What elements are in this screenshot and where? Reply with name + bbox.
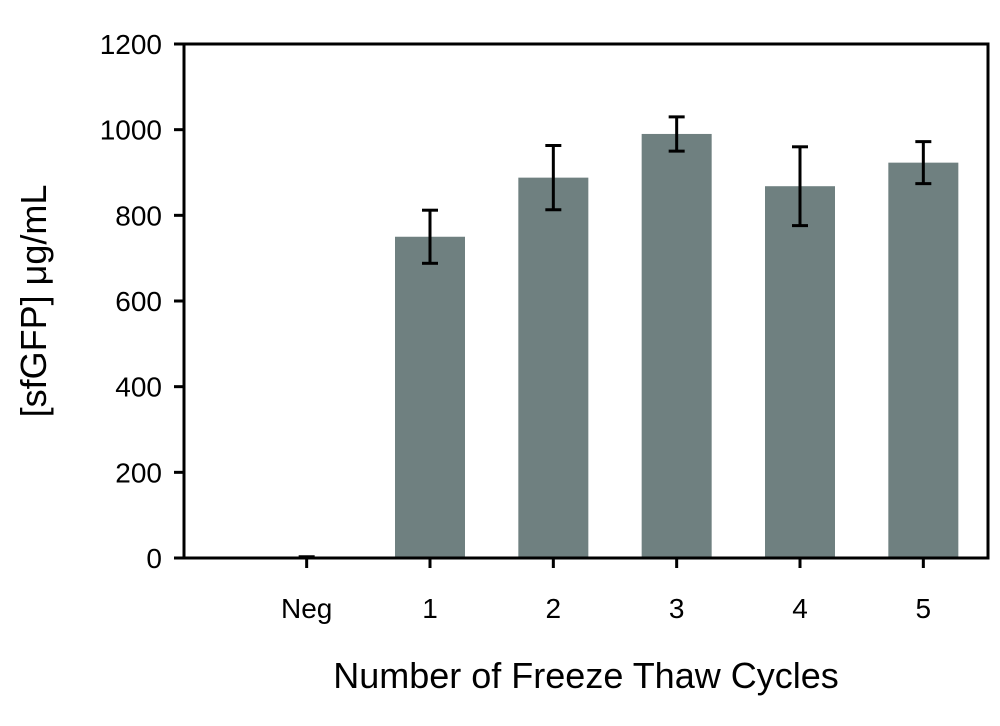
bar-4 bbox=[765, 186, 835, 558]
x-tick-label: 1 bbox=[422, 593, 438, 624]
x-tick-label: 2 bbox=[546, 593, 562, 624]
bar-5 bbox=[888, 162, 959, 559]
error-bar-1 bbox=[422, 208, 438, 265]
x-tick-label: 4 bbox=[792, 593, 808, 624]
y-tick-label: 1200 bbox=[100, 29, 162, 60]
y-tick-label: 600 bbox=[115, 286, 162, 317]
x-tick-label: Neg bbox=[281, 593, 332, 624]
y-axis-label: [sfGFP] μg/mL bbox=[13, 185, 54, 418]
error-bars-group bbox=[298, 115, 932, 560]
y-tick-label: 0 bbox=[146, 543, 162, 574]
bar-2 bbox=[518, 177, 589, 558]
error-bar-2 bbox=[545, 144, 562, 212]
x-tick-label: 5 bbox=[916, 593, 932, 624]
x-axis: Neg 1 2 3 4 5 bbox=[281, 558, 931, 624]
y-tick-label: 1000 bbox=[100, 115, 162, 146]
bar-1 bbox=[395, 236, 465, 558]
error-bar-3 bbox=[668, 115, 685, 153]
bars-group bbox=[395, 133, 959, 559]
x-axis-label: Number of Freeze Thaw Cycles bbox=[333, 655, 839, 696]
y-axis: 0 200 400 600 800 1000 1200 bbox=[100, 29, 184, 574]
y-tick-label: 800 bbox=[115, 200, 162, 231]
error-bar-5 bbox=[915, 140, 932, 186]
y-tick-label: 400 bbox=[115, 372, 162, 403]
x-tick-label: 3 bbox=[669, 593, 685, 624]
error-bar-4 bbox=[792, 145, 808, 228]
y-tick-label: 200 bbox=[115, 457, 162, 488]
bar-3 bbox=[641, 133, 712, 558]
